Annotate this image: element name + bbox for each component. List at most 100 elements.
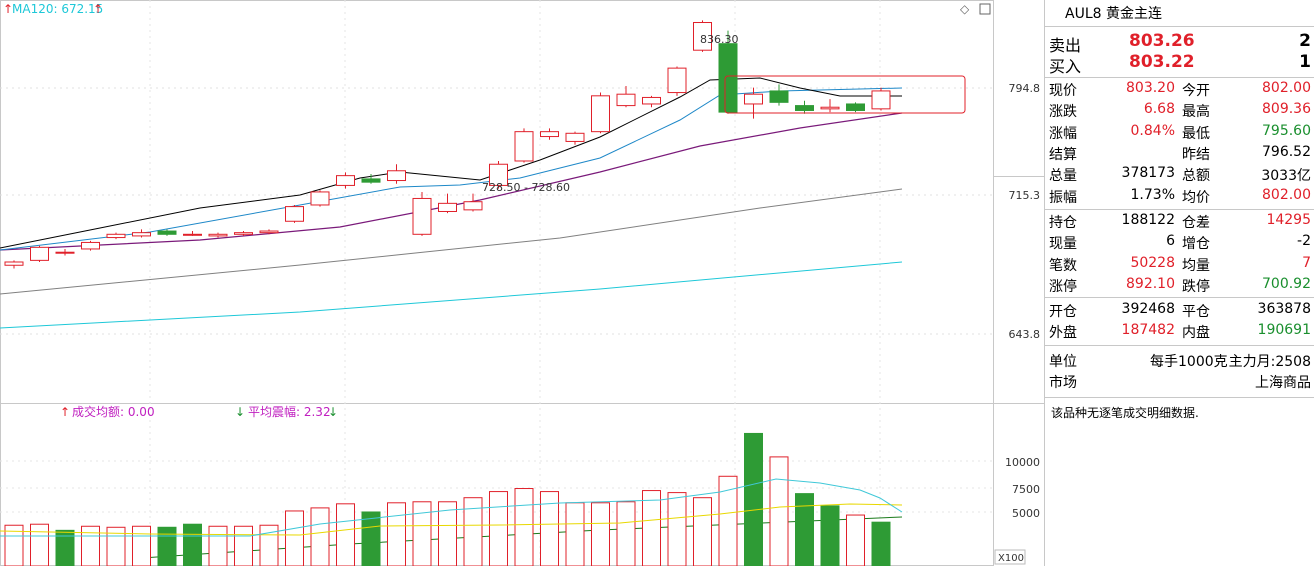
volume-bar (514, 488, 534, 566)
volume-bar (795, 493, 814, 566)
field-value: 803.20 (1126, 80, 1175, 96)
price-tick-label: 715.3 (1009, 189, 1041, 202)
kline-chart[interactable]: 794.8 715.3 643.8 10000 7500 5000 X100 836.30 72… (0, 0, 1044, 566)
volume-tick-label: 7500 (1012, 483, 1040, 496)
buy-label: 买入 (1049, 57, 1082, 76)
candle-body (642, 96, 661, 105)
field-label: 开仓 (1049, 304, 1077, 320)
buy-row: 买入 803.22 1 (1045, 52, 1314, 76)
field-value: 190691 (1257, 322, 1311, 339)
field-label: 跌停 (1182, 278, 1210, 295)
up-arrow-icon: ↑ (93, 2, 103, 16)
volume-bar (361, 511, 381, 566)
candle-body (718, 43, 738, 113)
quote-row: 涨跌 6.68 最高 809.36 (1045, 101, 1314, 122)
candle-body (565, 132, 585, 142)
volume-bar (438, 501, 457, 566)
volume-bar (463, 497, 483, 566)
low-price-annotation: 728.50 - 728.60 (482, 181, 570, 194)
volume-bar (718, 475, 738, 566)
candle-body (871, 90, 891, 110)
field-label: 涨停 (1049, 278, 1077, 295)
volume-unit-box (994, 549, 1026, 565)
buy-qty: 1 (1299, 52, 1311, 72)
field-label: 结算 (1049, 146, 1077, 163)
candle-body (234, 232, 253, 235)
volume-bar (30, 523, 49, 566)
volume-bar (106, 526, 126, 566)
kline-chart-area[interactable]: 794.8 715.3 643.8 10000 7500 5000 X100 836.30 72… (0, 0, 1044, 566)
sell-row: 卖出 803.26 2 (1045, 31, 1314, 55)
divider (1045, 297, 1314, 298)
candle-body (820, 106, 840, 110)
ma10-line (0, 87, 903, 251)
candle-body (157, 230, 177, 235)
candle-body (310, 191, 330, 206)
quote-row: 振幅 1.73% 均价 802.00 (1045, 187, 1314, 208)
divider (1045, 209, 1314, 210)
quote-row: 开仓 392468 平仓 363878 (1045, 301, 1314, 322)
candle-body (259, 230, 279, 234)
ma20-line (0, 112, 903, 251)
field-label: 均价 (1182, 189, 1210, 206)
divider (1045, 397, 1314, 398)
volume-bar (183, 523, 202, 566)
field-label: 振幅 (1049, 189, 1077, 206)
volume-tick-label: 5000 (1012, 507, 1040, 520)
sell-price: 803.26 (1129, 31, 1195, 51)
market-row: 市场 上海商品 (1045, 372, 1314, 393)
candle-body (30, 246, 49, 261)
market-label: 市场 (1049, 375, 1077, 391)
field-value: 188122 (1121, 212, 1175, 228)
down-arrow-icon: ↓ (235, 405, 245, 419)
volume-bar (769, 456, 789, 566)
main-month: 主力月:2508 (1228, 354, 1311, 370)
field-label: 现量 (1049, 236, 1077, 253)
volume-bar (387, 502, 406, 566)
volume-avg-label: 成交均额: 0.00 (72, 404, 155, 419)
tick-data-note: 该品种无逐笔成交明细数据. (1051, 406, 1199, 420)
candle-body (463, 201, 483, 211)
sell-qty: 2 (1299, 31, 1311, 51)
candle-body (514, 131, 534, 162)
field-label: 增仓 (1182, 236, 1210, 253)
field-label: 内盘 (1182, 325, 1210, 342)
field-value: 3033亿 (1261, 168, 1311, 185)
candle-body (769, 90, 789, 103)
field-label: 持仓 (1049, 215, 1077, 231)
field-label: 昨结 (1182, 146, 1210, 163)
maximize-icon (979, 3, 991, 15)
field-value: 802.00 (1262, 186, 1311, 203)
volume-bar (208, 525, 228, 566)
ma120-label: MA120: 672.15 (12, 2, 103, 16)
unit-row: 单位 每手1000克 主力月:2508 (1045, 351, 1314, 372)
field-value: 6.68 (1143, 101, 1175, 118)
ma5-line (0, 77, 902, 249)
candle-body (616, 93, 636, 107)
candle-body (591, 95, 610, 133)
field-value: 363878 (1257, 301, 1311, 317)
buy-price: 803.22 (1129, 52, 1195, 72)
candle-body (540, 131, 559, 138)
highlight-box (724, 75, 966, 114)
candle-body (183, 233, 202, 236)
quote-row: 外盘 187482 内盘 190691 (1045, 322, 1314, 343)
field-label: 最低 (1182, 125, 1210, 142)
candle-body (667, 67, 687, 94)
volume-bar (667, 492, 687, 566)
field-value: 187482 (1121, 322, 1175, 339)
candle-body (132, 232, 151, 237)
candle-body (846, 103, 865, 111)
field-value: 892.10 (1126, 275, 1175, 292)
field-label: 今开 (1182, 83, 1210, 99)
field-label: 涨幅 (1049, 125, 1077, 142)
field-value: 6 (1166, 233, 1175, 250)
field-label: 总额 (1182, 168, 1210, 185)
volume-ma-fast (0, 478, 903, 537)
quote-row: 总量 378173 总额 3033亿 (1045, 165, 1314, 186)
quote-panel: AUL8 黄金主连 卖出 803.26 2 买入 803.22 1 现价 803.… (1044, 0, 1314, 566)
quote-row: 现价 803.20 今开 802.00 (1045, 80, 1314, 101)
field-label: 现价 (1049, 83, 1077, 99)
field-label: 涨跌 (1049, 104, 1077, 121)
candle-body (285, 206, 304, 222)
